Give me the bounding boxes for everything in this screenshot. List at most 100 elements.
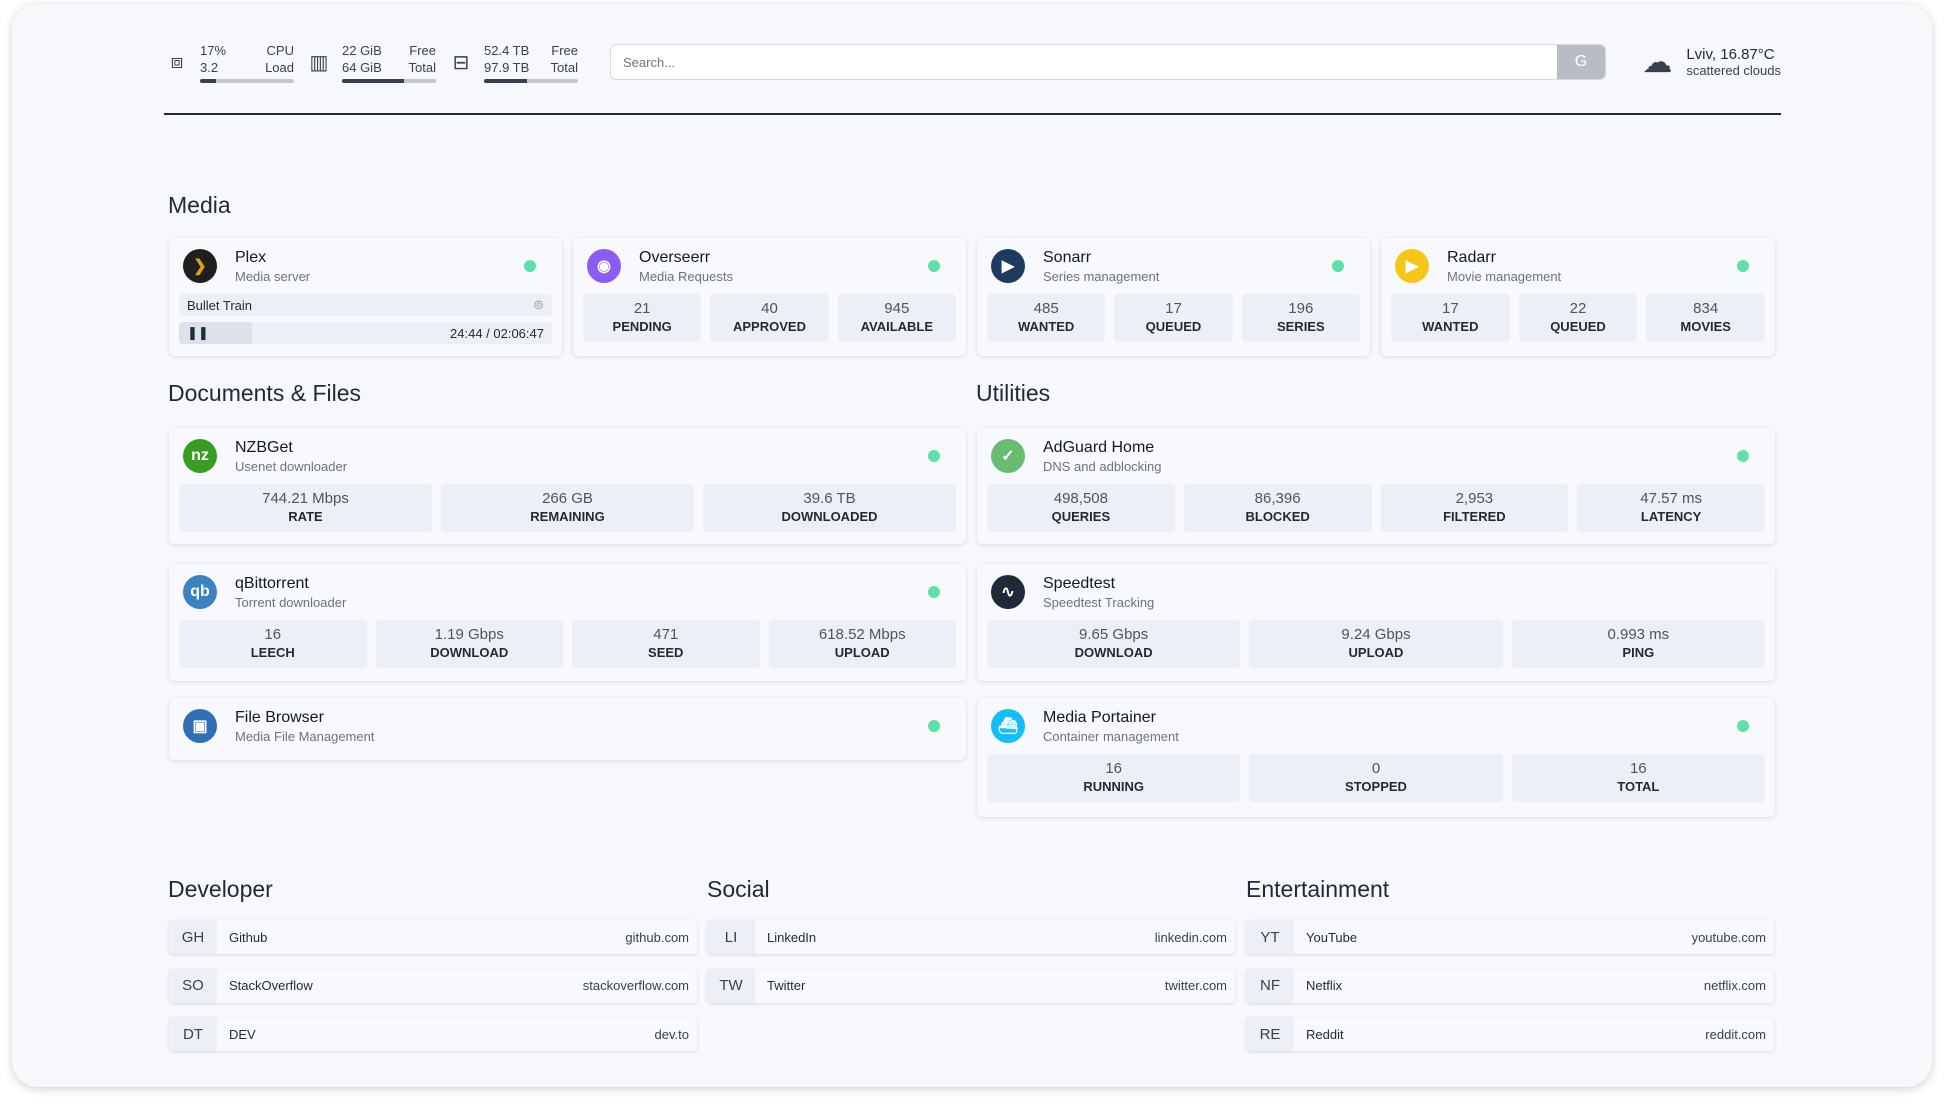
weather-widget: ☁ Lviv, 16.87°C scattered clouds (1642, 45, 1781, 80)
overseerr-logo-icon: ◉ (587, 249, 621, 283)
bookmark-name: Reddit (1306, 1026, 1344, 1042)
bookmark-link[interactable]: TW Twitter twitter.com (707, 968, 1235, 1003)
adguard-logo-icon: ✓ (991, 439, 1025, 473)
stat-label: REMAINING (530, 509, 605, 524)
service-name: File Browser (235, 708, 324, 726)
search-input[interactable] (611, 54, 1557, 70)
bookmark-abbr: SO (169, 968, 217, 1003)
bookmark-link[interactable]: YT YouTube youtube.com (1246, 920, 1774, 954)
stat-block: 485 WANTED (987, 294, 1106, 342)
bookmark-link[interactable]: DT DEV dev.to (169, 1017, 697, 1051)
stat-value: 0.993 ms (1607, 626, 1670, 643)
stat-block: 16 TOTAL (1511, 754, 1765, 802)
radarr-logo-icon: ▶ (1395, 249, 1429, 283)
service-card-filebrowser[interactable]: ▣ File Browser Media File Management (169, 698, 966, 760)
stat-value: 498,508 (1053, 490, 1108, 507)
bookmark-link[interactable]: NF Netflix netflix.com (1246, 968, 1774, 1003)
bookmark-abbr: YT (1246, 920, 1294, 954)
filebrowser-logo-icon: ▣ (183, 709, 217, 743)
pause-icon[interactable]: ❚❚ (187, 325, 209, 340)
stat-block: 498,508 QUERIES (987, 484, 1175, 532)
service-desc: Container management (1043, 728, 1179, 744)
service-desc: Media File Management (235, 728, 375, 744)
stat-block: 266 GB REMAINING (441, 484, 694, 532)
weather-condition: scattered clouds (1686, 63, 1781, 78)
service-card-plex[interactable]: ❯ Plex Media server Bullet Train ⊚ ❚❚ 24:44… (169, 238, 562, 356)
service-card-speedtest[interactable]: ∿ Speedtest Speedtest Tracking 9.65 Gbps D… (977, 564, 1775, 681)
section-social: Social (707, 876, 770, 902)
section-documents: Documents & Files (168, 380, 362, 406)
stat-block: 16 RUNNING (987, 754, 1241, 802)
stat-block: 0 STOPPED (1249, 754, 1503, 802)
stat-value: 471 (653, 626, 679, 643)
entertainment-links: YT YouTube youtube.com NF Netflix netflix.com… (1246, 920, 1774, 1066)
stat-value: 834 (1693, 300, 1719, 317)
bookmark-link[interactable]: RE Reddit reddit.com (1246, 1017, 1774, 1051)
service-card-portainer[interactable]: ⛴ Media Portainer Container management 16… (977, 698, 1775, 817)
stat-value: 945 (884, 300, 910, 317)
stat-block: 471 SEED (572, 620, 760, 668)
stat-block: 2,953 FILTERED (1380, 484, 1569, 532)
cpu-value: 17% (200, 42, 227, 58)
service-desc: Movie management (1447, 268, 1562, 284)
free-label: Free (551, 42, 578, 58)
service-name: qBittorrent (235, 574, 309, 592)
sonarr-logo-icon: ▶ (991, 249, 1025, 283)
service-card-sonarr[interactable]: ▶ Sonarr Series management 485 WANTED 17 QUE… (977, 238, 1370, 356)
service-card-nzbget[interactable]: nz NZBGet Usenet downloader 744.21 Mbps RA… (169, 428, 966, 544)
search-engine-button[interactable]: G (1557, 45, 1605, 79)
status-dot (524, 260, 536, 272)
bookmark-url: github.com (625, 929, 689, 945)
transcode-icon: ⊚ (533, 297, 544, 312)
stat-value: 196 (1288, 300, 1314, 317)
stat-label: LATENCY (1640, 509, 1702, 524)
service-name: Media Portainer (1043, 708, 1156, 726)
stat-label: RATE (288, 509, 323, 524)
stat-value: 47.57 ms (1640, 490, 1702, 507)
stat-value: 21 (633, 300, 651, 317)
qbittorrent-logo-icon: qb (183, 575, 217, 609)
service-name: Radarr (1447, 248, 1496, 266)
social-links: LI LinkedIn linkedin.com TW Twitter twitter.c… (707, 920, 1235, 1017)
service-card-qbittorrent[interactable]: qb qBittorrent Torrent downloader 16 LEECH… (169, 564, 966, 681)
bookmark-name: DEV (229, 1026, 256, 1042)
service-card-radarr[interactable]: ▶ Radarr Movie management 17 WANTED 22 QUEUE… (1381, 238, 1775, 356)
service-card-adguard[interactable]: ✓ AdGuard Home DNS and adblocking 498,508… (977, 428, 1775, 544)
stat-label: PENDING (612, 319, 672, 334)
service-name: Overseerr (639, 248, 711, 266)
stat-block: 40 APPROVED (710, 294, 829, 342)
memory-widget: ▥ 22 GiB Free 64 GiB Total (306, 42, 436, 83)
stat-block: 618.52 Mbps UPLOAD (768, 620, 956, 668)
stat-label: TOTAL (1617, 779, 1660, 794)
stat-block: 9.24 Gbps UPLOAD (1249, 620, 1503, 668)
section-developer: Developer (168, 876, 273, 902)
bookmark-url: youtube.com (1691, 929, 1766, 945)
stat-label: UPLOAD (1348, 645, 1404, 660)
stat-label: QUEUED (1145, 319, 1202, 334)
bookmark-link[interactable]: GH Github github.com (169, 920, 697, 954)
bookmark-name: Netflix (1306, 978, 1343, 993)
service-card-overseerr[interactable]: ◉ Overseerr Media Requests 21 PENDING 40 APP… (573, 238, 966, 356)
stat-label: AVAILABLE (860, 319, 934, 334)
bookmark-link[interactable]: SO StackOverflow stackoverflow.com (169, 968, 697, 1003)
stat-block: 17 QUEUED (1114, 294, 1233, 342)
status-dot (928, 720, 940, 732)
bookmark-name: YouTube (1306, 929, 1358, 945)
stat-label: SEED (648, 645, 684, 660)
stat-value: 9.65 Gbps (1079, 626, 1149, 643)
now-playing-title: Bullet Train (187, 297, 253, 313)
stat-block: 21 PENDING (583, 294, 702, 342)
stat-block: 9.65 Gbps DOWNLOAD (987, 620, 1241, 668)
bookmark-link[interactable]: LI LinkedIn linkedin.com (707, 920, 1235, 954)
stat-label: UPLOAD (834, 645, 890, 660)
stat-label: QUEUED (1550, 319, 1606, 334)
stat-value: 2,953 (1455, 490, 1494, 507)
cpu-widget: ⧈ 17% CPU 3.2 Load (164, 42, 294, 83)
stat-value: 16 (1105, 760, 1122, 777)
stat-block: 22 QUEUED (1518, 294, 1638, 342)
cpu-label: CPU (266, 42, 294, 58)
playback-progress: ❚❚ 24:44 / 02:06:47 (179, 322, 552, 344)
bookmark-url: reddit.com (1705, 1026, 1766, 1042)
stat-label: RUNNING (1083, 779, 1144, 794)
cloud-icon: ☁ (1642, 45, 1673, 79)
